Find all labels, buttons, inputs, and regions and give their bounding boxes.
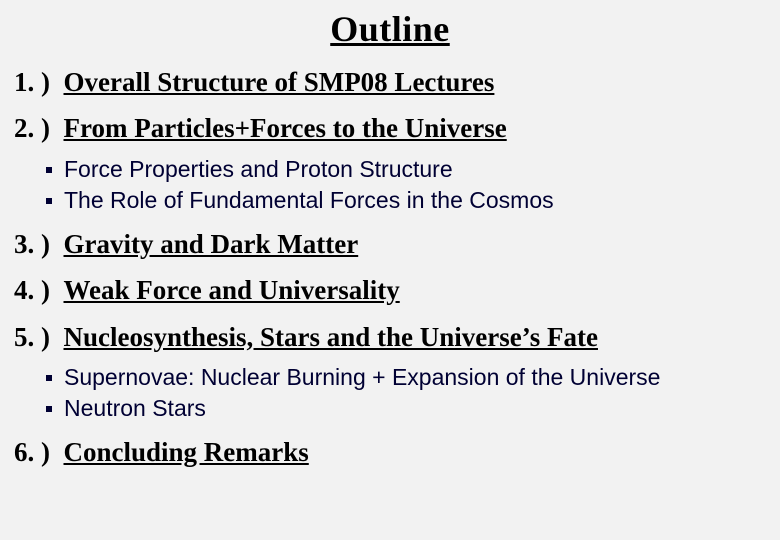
sub-bullet-text: Force Properties and Proton Structure — [64, 155, 453, 185]
outline-item: 6. ) Concluding Remarks — [14, 434, 766, 470]
item-heading: Nucleosynthesis, Stars and the Universe’… — [64, 322, 598, 352]
outline-item: 2. ) From Particles+Forces to the Univer… — [14, 110, 766, 215]
bullet-icon — [46, 198, 52, 204]
outline-item-line: 2. ) From Particles+Forces to the Univer… — [14, 110, 766, 146]
item-number: 6. ) — [14, 437, 50, 467]
sub-bullet: Neutron Stars — [46, 394, 766, 424]
item-number: 1. ) — [14, 67, 50, 97]
bullet-icon — [46, 167, 52, 173]
outline-item-line: 1. ) Overall Structure of SMP08 Lectures — [14, 64, 766, 100]
outline-item: 1. ) Overall Structure of SMP08 Lectures — [14, 64, 766, 100]
item-heading: Gravity and Dark Matter — [64, 229, 359, 259]
item-heading: From Particles+Forces to the Universe — [64, 113, 507, 143]
bullet-icon — [46, 406, 52, 412]
slide: Outline 1. ) Overall Structure of SMP08 … — [0, 0, 780, 540]
item-number: 5. ) — [14, 322, 50, 352]
sub-list: Supernovae: Nuclear Burning + Expansion … — [46, 363, 766, 424]
sub-bullet-text: The Role of Fundamental Forces in the Co… — [64, 186, 554, 216]
sub-bullet: The Role of Fundamental Forces in the Co… — [46, 186, 766, 216]
outline-item: 5. ) Nucleosynthesis, Stars and the Univ… — [14, 319, 766, 424]
item-number: 2. ) — [14, 113, 50, 143]
outline-item-line: 6. ) Concluding Remarks — [14, 434, 766, 470]
outline-item: 3. ) Gravity and Dark Matter — [14, 226, 766, 262]
item-number: 4. ) — [14, 275, 50, 305]
sub-bullet: Supernovae: Nuclear Burning + Expansion … — [46, 363, 766, 393]
outline-item: 4. ) Weak Force and Universality — [14, 272, 766, 308]
item-heading: Weak Force and Universality — [64, 275, 400, 305]
outline-item-line: 3. ) Gravity and Dark Matter — [14, 226, 766, 262]
slide-title: Outline — [14, 8, 766, 50]
item-heading: Overall Structure of SMP08 Lectures — [64, 67, 495, 97]
outline-item-line: 5. ) Nucleosynthesis, Stars and the Univ… — [14, 319, 766, 355]
sub-bullet: Force Properties and Proton Structure — [46, 155, 766, 185]
sub-list: Force Properties and Proton Structure Th… — [46, 155, 766, 216]
sub-bullet-text: Supernovae: Nuclear Burning + Expansion … — [64, 363, 660, 393]
outline-item-line: 4. ) Weak Force and Universality — [14, 272, 766, 308]
item-number: 3. ) — [14, 229, 50, 259]
sub-bullet-text: Neutron Stars — [64, 394, 206, 424]
bullet-icon — [46, 375, 52, 381]
item-heading: Concluding Remarks — [64, 437, 309, 467]
